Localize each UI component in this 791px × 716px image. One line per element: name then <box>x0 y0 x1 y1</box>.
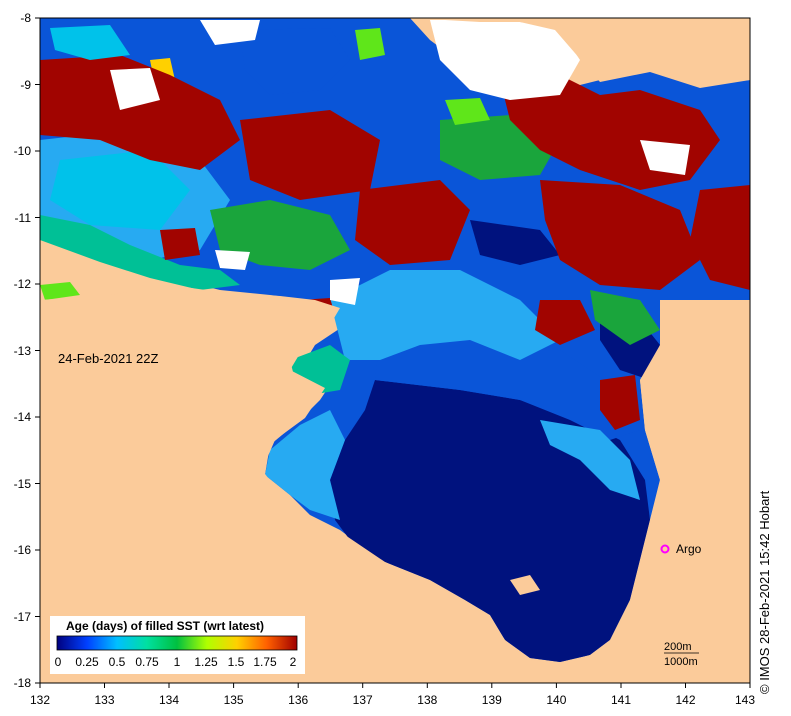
date-label: 24-Feb-2021 22Z <box>58 351 159 366</box>
contour-label-200m: 200m <box>664 641 692 653</box>
colorbar-tick: 1 <box>174 655 181 669</box>
colorbar-title: Age (days) of filled SST (wrt latest) <box>66 619 264 633</box>
contour-label-1000m: 1000m <box>664 656 698 668</box>
y-axis-ticks <box>35 17 40 684</box>
argo-label: Argo <box>676 542 702 556</box>
argo-marker-icon <box>660 544 670 554</box>
x-tick-label: 138 <box>417 693 437 707</box>
colorbar-tick: 0.75 <box>135 655 159 669</box>
y-tick-label: -12 <box>14 277 32 291</box>
colorbar-tick: 0.25 <box>75 655 99 669</box>
land-cape-york <box>560 300 750 683</box>
ocean-mid <box>375 330 640 440</box>
x-tick-label: 142 <box>675 693 695 707</box>
colorbar-tick: 1.75 <box>253 655 277 669</box>
colorbar-tick: 1.25 <box>194 655 218 669</box>
y-tick-label: -8 <box>20 11 31 25</box>
x-tick-label: 137 <box>353 693 373 707</box>
y-tick-label: -9 <box>20 78 31 92</box>
x-axis-ticks <box>39 683 751 688</box>
x-tick-labels: 132 133 134 135 136 137 138 139 140 141 … <box>30 693 755 707</box>
land-arnhem <box>40 285 560 683</box>
argo-marker[interactable]: Argo <box>660 542 702 556</box>
contour-legend: 200m 1000m <box>664 641 699 668</box>
y-tick-label: -18 <box>14 676 32 690</box>
colorbar-tick: 2 <box>290 655 297 669</box>
x-tick-label: 133 <box>94 693 114 707</box>
x-tick-label: 143 <box>735 693 755 707</box>
colorbar-tick: 0.5 <box>109 655 126 669</box>
y-tick-label: -13 <box>14 344 32 358</box>
y-tick-label: -11 <box>15 211 32 225</box>
x-tick-label: 139 <box>482 693 502 707</box>
colorbar <box>56 635 298 651</box>
x-tick-label: 132 <box>30 693 50 707</box>
y-tick-label: -16 <box>14 543 32 557</box>
x-tick-label: 140 <box>546 693 566 707</box>
credit-text: © IMOS 28-Feb-2021 15:42 Hobart <box>757 490 772 694</box>
colorbar-legend: Age (days) of filled SST (wrt latest) 0 … <box>50 616 305 674</box>
colorbar-tick: 0 <box>55 655 62 669</box>
x-tick-label: 134 <box>159 693 179 707</box>
y-tick-label: -14 <box>14 410 32 424</box>
colorbar-tick: 1.5 <box>228 655 245 669</box>
land-island <box>510 575 540 595</box>
y-tick-label: -10 <box>14 144 32 158</box>
land-new-guinea <box>410 18 750 88</box>
y-tick-label: -17 <box>14 610 32 624</box>
x-tick-label: 141 <box>611 693 631 707</box>
y-tick-label: -15 <box>14 477 32 491</box>
x-tick-label: 135 <box>224 693 244 707</box>
y-tick-labels: -8 -9 -10 -11 -12 -13 -14 -15 -16 -17 -1… <box>14 11 32 690</box>
ocean-light <box>330 270 560 360</box>
teal-zone <box>40 215 240 290</box>
x-tick-label: 136 <box>288 693 308 707</box>
old-data-zone <box>40 55 240 170</box>
